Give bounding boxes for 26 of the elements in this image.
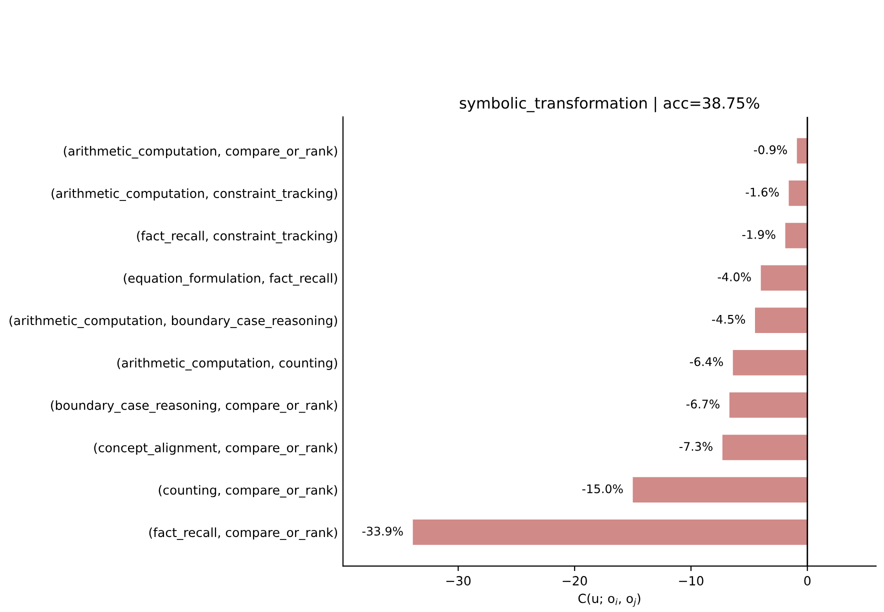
data-label: -1.9%	[742, 230, 776, 239]
chart-title: symbolic_transformation | acc=38.75%	[460, 96, 760, 112]
y-tick-label: (arithmetic_computation, boundary_case_reasoning)	[10, 316, 338, 328]
data-label: -6.4%	[690, 357, 723, 366]
y-tick-label: (counting, compare_or_rank)	[158, 485, 338, 498]
y-tick-label: (arithmetic_computation, counting)	[117, 358, 338, 370]
y-tick-label: (arithmetic_computation, constraint_tracking)	[52, 188, 338, 201]
y-tick-label: (boundary_case_reasoning, compare_or_rank)	[51, 400, 338, 413]
y-tick-label: (equation_formulation, fact_recall)	[124, 273, 338, 286]
y-tick-label: (fact_recall, constraint_tracking)	[137, 230, 338, 244]
x-axis-title: C(u; o$_{i}$, o$_{j}$)	[578, 593, 640, 607]
x-tick-label: −20	[562, 576, 587, 586]
x-tick-label: 0	[804, 576, 811, 586]
x-tick-label: −10	[679, 576, 704, 586]
data-label: -1.6%	[746, 188, 779, 197]
data-label: -7.3%	[679, 442, 712, 451]
data-label: -15.0%	[582, 484, 623, 494]
data-label: -4.0%	[718, 272, 751, 282]
y-tick-label: (arithmetic_computation, compare_or_rank)	[64, 146, 338, 158]
data-label: -33.9%	[362, 526, 403, 536]
y-tick-label: (fact_recall, compare_or_rank)	[149, 527, 338, 540]
data-label: -0.9%	[754, 145, 787, 154]
data-label: -4.5%	[712, 314, 746, 324]
data-label: -6.7%	[686, 400, 720, 408]
y-tick-label: (concept_alignment, compare_or_rank)	[94, 442, 338, 456]
x-tick-label: −30	[446, 576, 471, 586]
